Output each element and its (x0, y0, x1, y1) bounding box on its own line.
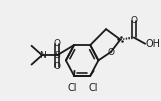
Text: S: S (54, 51, 60, 60)
Text: O: O (107, 48, 114, 57)
Text: OH: OH (145, 39, 160, 49)
Text: Cl: Cl (68, 83, 77, 93)
Text: Cl: Cl (89, 83, 98, 93)
Text: O: O (130, 16, 137, 25)
Text: O: O (54, 62, 61, 71)
Text: O: O (54, 39, 61, 48)
Text: N: N (39, 51, 45, 60)
